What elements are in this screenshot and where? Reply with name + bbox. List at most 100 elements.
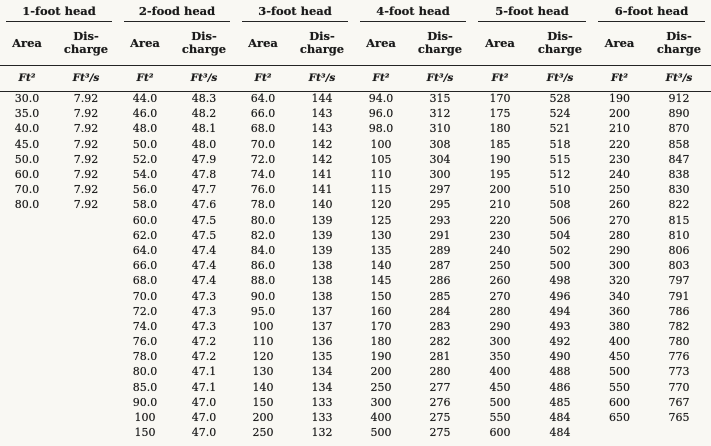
- area-value: 120: [252, 350, 274, 364]
- area-value: 290: [609, 243, 630, 257]
- area-value: 350: [489, 350, 511, 364]
- discharge-value: 47.5: [191, 213, 217, 227]
- discharge-value: 490: [549, 350, 571, 364]
- area-value: 70.0: [132, 289, 158, 303]
- area-value: 260: [609, 198, 630, 212]
- area-value: [0, 380, 54, 395]
- area-value: 70.0: [250, 137, 276, 151]
- discharge-value: 506: [549, 213, 571, 227]
- area-value: 250: [609, 183, 630, 197]
- discharge-unit: Ft³/s: [54, 65, 118, 92]
- discharge-value: 276: [429, 395, 451, 409]
- discharge-value: 143: [311, 107, 333, 121]
- area-value: 150: [134, 426, 156, 440]
- column-group-title: 6-foot head: [598, 3, 705, 22]
- discharge-value: 486: [549, 380, 571, 394]
- discharge-value: 484: [549, 411, 571, 425]
- area-value: 160: [370, 304, 392, 318]
- column-group-header: 5-foot head: [472, 0, 592, 22]
- column-group-title: 1-foot head: [6, 3, 112, 22]
- discharge-value: [54, 273, 118, 288]
- area-value: [0, 364, 54, 379]
- table-row: 64.0 47.4 84.0 139 135 289 240 502 290 806: [0, 243, 711, 258]
- discharge-value: 48.0: [191, 137, 217, 151]
- discharge-value: 510: [549, 183, 571, 197]
- discharge-value: 293: [429, 213, 451, 227]
- discharge-value: [54, 364, 118, 379]
- discharge-value: 315: [429, 92, 451, 106]
- area-value: 240: [489, 243, 511, 257]
- area-value: 340: [609, 289, 630, 303]
- table-row: 62.0 47.5 82.0 139 130 291 230 504 280 810: [0, 228, 711, 243]
- area-value: 90.0: [132, 395, 158, 409]
- discharge-value: 143: [311, 122, 333, 136]
- discharge-header: Dis-charge: [290, 22, 354, 66]
- discharge-value: 7.92: [73, 198, 99, 212]
- discharge-value: 7.92: [73, 152, 99, 166]
- area-value: 100: [252, 319, 274, 333]
- discharge-value: 7.92: [73, 183, 99, 197]
- discharge-value: 770: [668, 380, 690, 394]
- area-value: 400: [609, 335, 630, 349]
- area-value: 600: [489, 426, 511, 440]
- discharge-value: [54, 243, 118, 258]
- discharge-value: 791: [668, 289, 690, 303]
- discharge-value: 277: [429, 380, 451, 394]
- area-value: 74.0: [250, 168, 276, 182]
- area-value: 185: [489, 137, 511, 151]
- area-header: Area: [0, 22, 54, 66]
- discharge-value: 135: [311, 350, 333, 364]
- area-value: [0, 258, 54, 273]
- discharge-value: 870: [668, 122, 690, 136]
- discharge-header-text: Dis-charge: [299, 29, 345, 57]
- discharge-value: 47.1: [191, 365, 217, 379]
- discharge-value: 291: [429, 228, 451, 242]
- discharge-value: 782: [668, 319, 690, 333]
- area-value: 120: [370, 198, 392, 212]
- area-header: Area: [592, 22, 647, 66]
- area-value: 270: [489, 289, 511, 303]
- discharge-value: 494: [549, 304, 571, 318]
- area-value: 94.0: [368, 92, 394, 106]
- area-value: 210: [609, 122, 630, 136]
- discharge-value: 518: [549, 137, 571, 151]
- area-value: 250: [252, 426, 274, 440]
- area-value: 105: [370, 152, 392, 166]
- discharge-value: 47.3: [191, 319, 217, 333]
- area-unit: Ft²: [236, 65, 290, 92]
- area-value: 68.0: [250, 122, 276, 136]
- area-value: 180: [489, 122, 511, 136]
- discharge-value: 134: [311, 365, 333, 379]
- discharge-header: Dis-charge: [172, 22, 236, 66]
- discharge-value: 142: [311, 137, 333, 151]
- discharge-value: 310: [429, 122, 451, 136]
- area-value: 190: [370, 350, 392, 364]
- area-value: 64.0: [250, 92, 276, 106]
- area-value: 220: [489, 213, 511, 227]
- area-value: 100: [370, 137, 392, 151]
- discharge-value: 815: [668, 213, 690, 227]
- area-value: 360: [609, 304, 630, 318]
- area-value: 550: [609, 380, 630, 394]
- area-value: 52.0: [132, 152, 158, 166]
- area-value: [0, 410, 54, 425]
- area-value: 190: [489, 152, 511, 166]
- column-group-header: 1-foot head: [0, 0, 118, 22]
- discharge-value: 47.1: [191, 380, 217, 394]
- area-value: 58.0: [132, 198, 158, 212]
- discharge-value: 286: [429, 274, 451, 288]
- column-group-title: 3-foot head: [242, 3, 348, 22]
- discharge-value: 521: [549, 122, 571, 136]
- area-value: 64.0: [132, 243, 158, 257]
- discharge-value: 47.4: [191, 243, 217, 257]
- area-header: Area: [118, 22, 172, 66]
- area-value: [592, 425, 647, 440]
- discharge-value: 48.2: [191, 107, 217, 121]
- area-value: 46.0: [132, 107, 158, 121]
- discharge-value: 141: [311, 168, 333, 182]
- discharge-value: 300: [429, 168, 451, 182]
- area-value: 80.0: [250, 213, 276, 227]
- discharge-value: 776: [668, 350, 690, 364]
- area-value: 300: [489, 335, 511, 349]
